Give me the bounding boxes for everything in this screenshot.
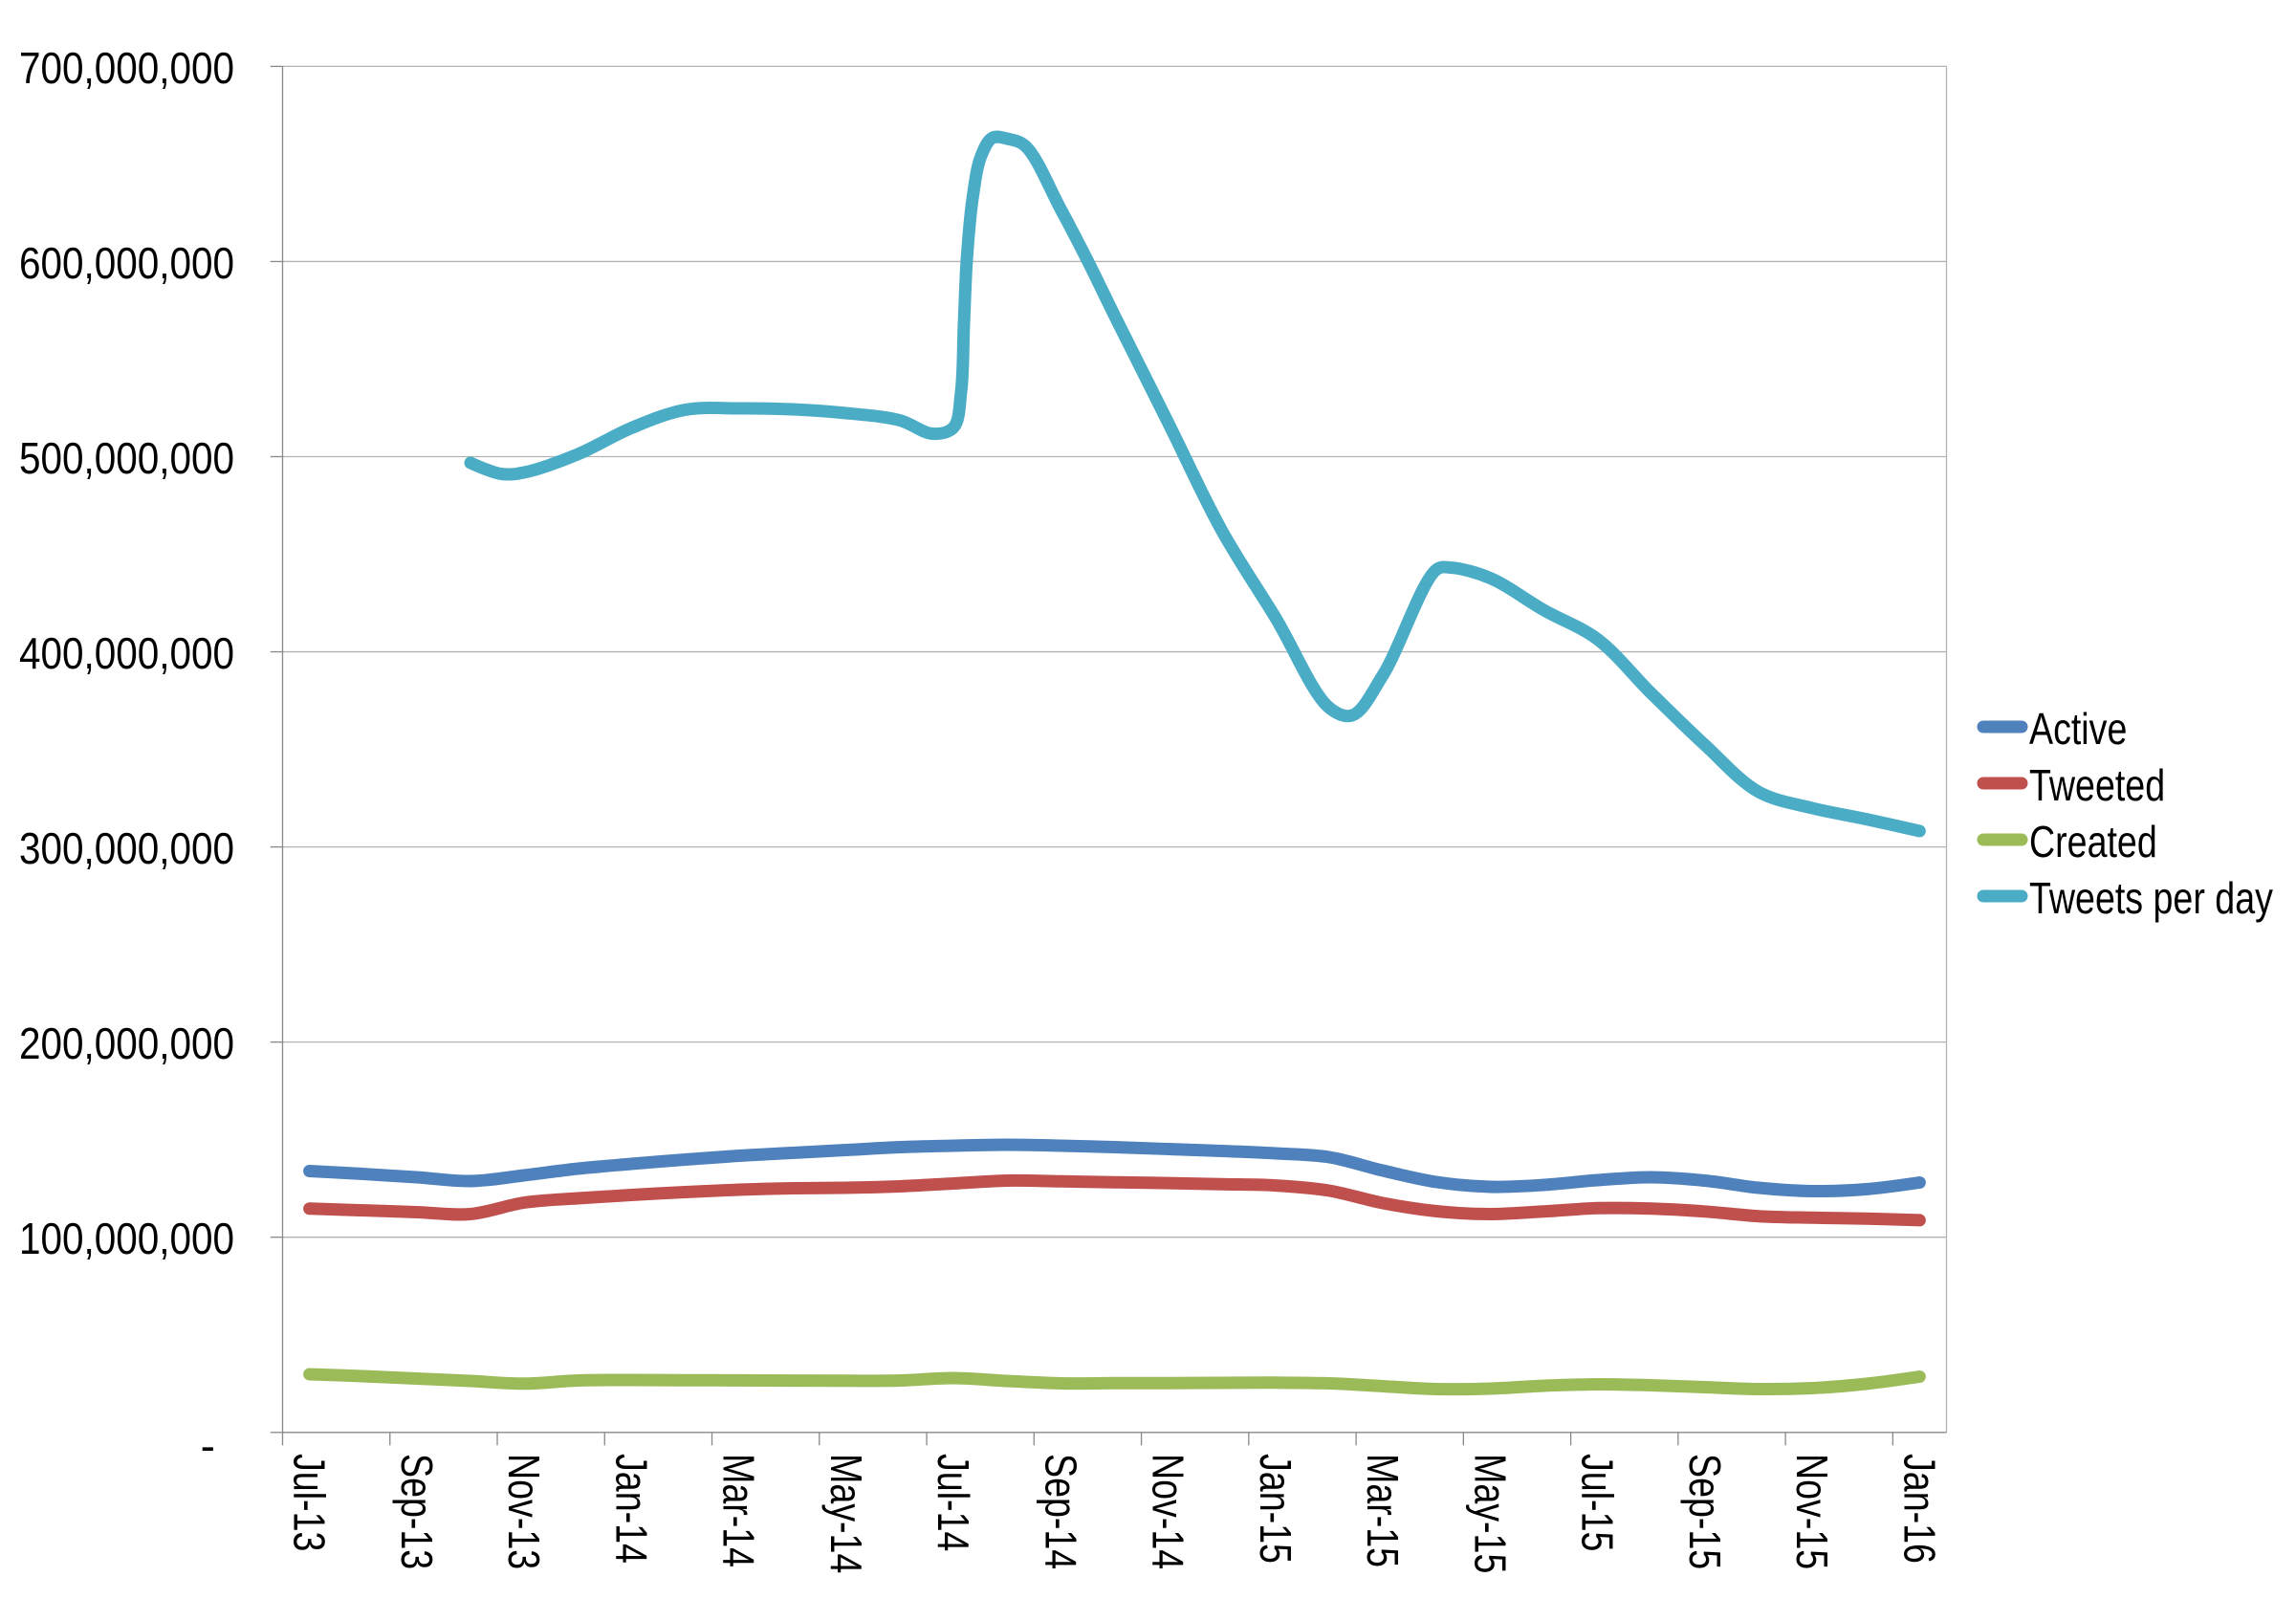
svg-text:Nov-13: Nov-13 bbox=[499, 1454, 548, 1569]
svg-text:Jan-16: Jan-16 bbox=[1895, 1454, 1944, 1564]
svg-text:May-15: May-15 bbox=[1466, 1454, 1515, 1573]
svg-text:-: - bbox=[201, 1421, 215, 1471]
svg-text:Sep-14: Sep-14 bbox=[1037, 1454, 1085, 1569]
svg-text:Jul-13: Jul-13 bbox=[285, 1454, 334, 1551]
svg-text:Tweeted: Tweeted bbox=[2029, 760, 2165, 809]
svg-text:Jul-15: Jul-15 bbox=[1573, 1454, 1622, 1551]
svg-text:400,000,000: 400,000,000 bbox=[19, 630, 234, 679]
svg-text:Nov-14: Nov-14 bbox=[1144, 1454, 1192, 1569]
svg-text:Mar-14: Mar-14 bbox=[714, 1454, 763, 1567]
svg-text:Sep-13: Sep-13 bbox=[392, 1454, 441, 1569]
svg-text:500,000,000: 500,000,000 bbox=[19, 435, 234, 484]
svg-text:Tweets per day: Tweets per day bbox=[2029, 873, 2273, 922]
svg-text:600,000,000: 600,000,000 bbox=[19, 240, 234, 289]
svg-text:Jul-14: Jul-14 bbox=[929, 1454, 977, 1551]
svg-text:Mar-15: Mar-15 bbox=[1358, 1454, 1407, 1567]
svg-text:100,000,000: 100,000,000 bbox=[19, 1216, 234, 1264]
svg-text:700,000,000: 700,000,000 bbox=[19, 45, 234, 94]
svg-text:Created: Created bbox=[2029, 817, 2157, 865]
svg-text:Nov-15: Nov-15 bbox=[1787, 1454, 1836, 1569]
svg-text:Jan-14: Jan-14 bbox=[606, 1454, 655, 1564]
svg-text:200,000,000: 200,000,000 bbox=[19, 1020, 234, 1069]
svg-text:Active: Active bbox=[2029, 704, 2127, 753]
svg-text:May-14: May-14 bbox=[821, 1454, 870, 1573]
svg-text:Sep-15: Sep-15 bbox=[1680, 1454, 1729, 1569]
svg-text:Jan-15: Jan-15 bbox=[1251, 1454, 1300, 1564]
svg-text:300,000,000: 300,000,000 bbox=[19, 825, 234, 874]
